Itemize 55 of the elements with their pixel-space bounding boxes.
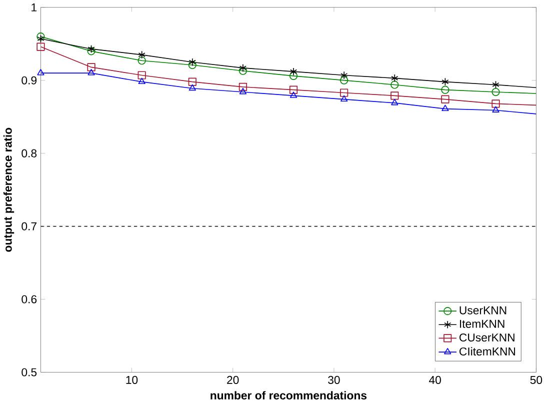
point <box>340 95 348 102</box>
point <box>289 72 298 80</box>
point <box>87 63 96 72</box>
x-tick-label: 50 <box>530 376 542 384</box>
point <box>340 71 348 80</box>
point <box>188 84 196 91</box>
point <box>442 78 449 86</box>
point <box>188 78 196 86</box>
point <box>188 61 196 70</box>
point <box>138 78 146 84</box>
point <box>239 88 247 94</box>
point <box>88 44 95 54</box>
point <box>391 98 398 106</box>
point <box>238 82 247 91</box>
point <box>492 80 500 89</box>
point <box>188 58 196 66</box>
y-tick-label: 1 <box>32 3 37 12</box>
y-tick-label: 0.5 <box>22 368 37 376</box>
point <box>492 100 500 108</box>
point <box>290 92 298 98</box>
point <box>442 104 449 112</box>
legend-label: CIitemKNN <box>460 347 516 356</box>
point <box>391 74 398 82</box>
point <box>138 56 146 65</box>
point <box>239 64 247 72</box>
x-tick-label: 10 <box>126 376 138 384</box>
y-axis-title: output preference ratio <box>3 128 14 252</box>
y-tick-label: 0.8 <box>22 149 37 158</box>
point <box>290 68 298 76</box>
legend-label: CUserKNN <box>460 334 514 342</box>
x-axis-title: number of recommendations <box>210 391 367 400</box>
point <box>492 88 500 96</box>
point <box>492 106 500 113</box>
point <box>390 92 399 100</box>
point <box>441 86 450 94</box>
point <box>138 71 146 80</box>
x-tick-label: 40 <box>429 376 441 384</box>
point <box>441 95 450 104</box>
point <box>138 50 146 59</box>
x-tick-label: 20 <box>227 376 239 384</box>
point <box>37 69 44 76</box>
point <box>36 42 45 51</box>
y-tick-label: 0.7 <box>22 222 36 230</box>
legend-label: ItemKNN <box>460 320 504 328</box>
y-tick-label: 0.9 <box>22 76 37 84</box>
point <box>289 86 298 94</box>
legend-label: UserKNN <box>460 306 506 314</box>
point <box>238 66 247 75</box>
point <box>88 69 95 76</box>
point <box>87 47 96 56</box>
point <box>390 80 399 89</box>
x-tick-label: 30 <box>328 376 340 384</box>
point <box>340 88 348 97</box>
point <box>340 76 348 84</box>
y-tick-label: 0.6 <box>22 295 37 304</box>
